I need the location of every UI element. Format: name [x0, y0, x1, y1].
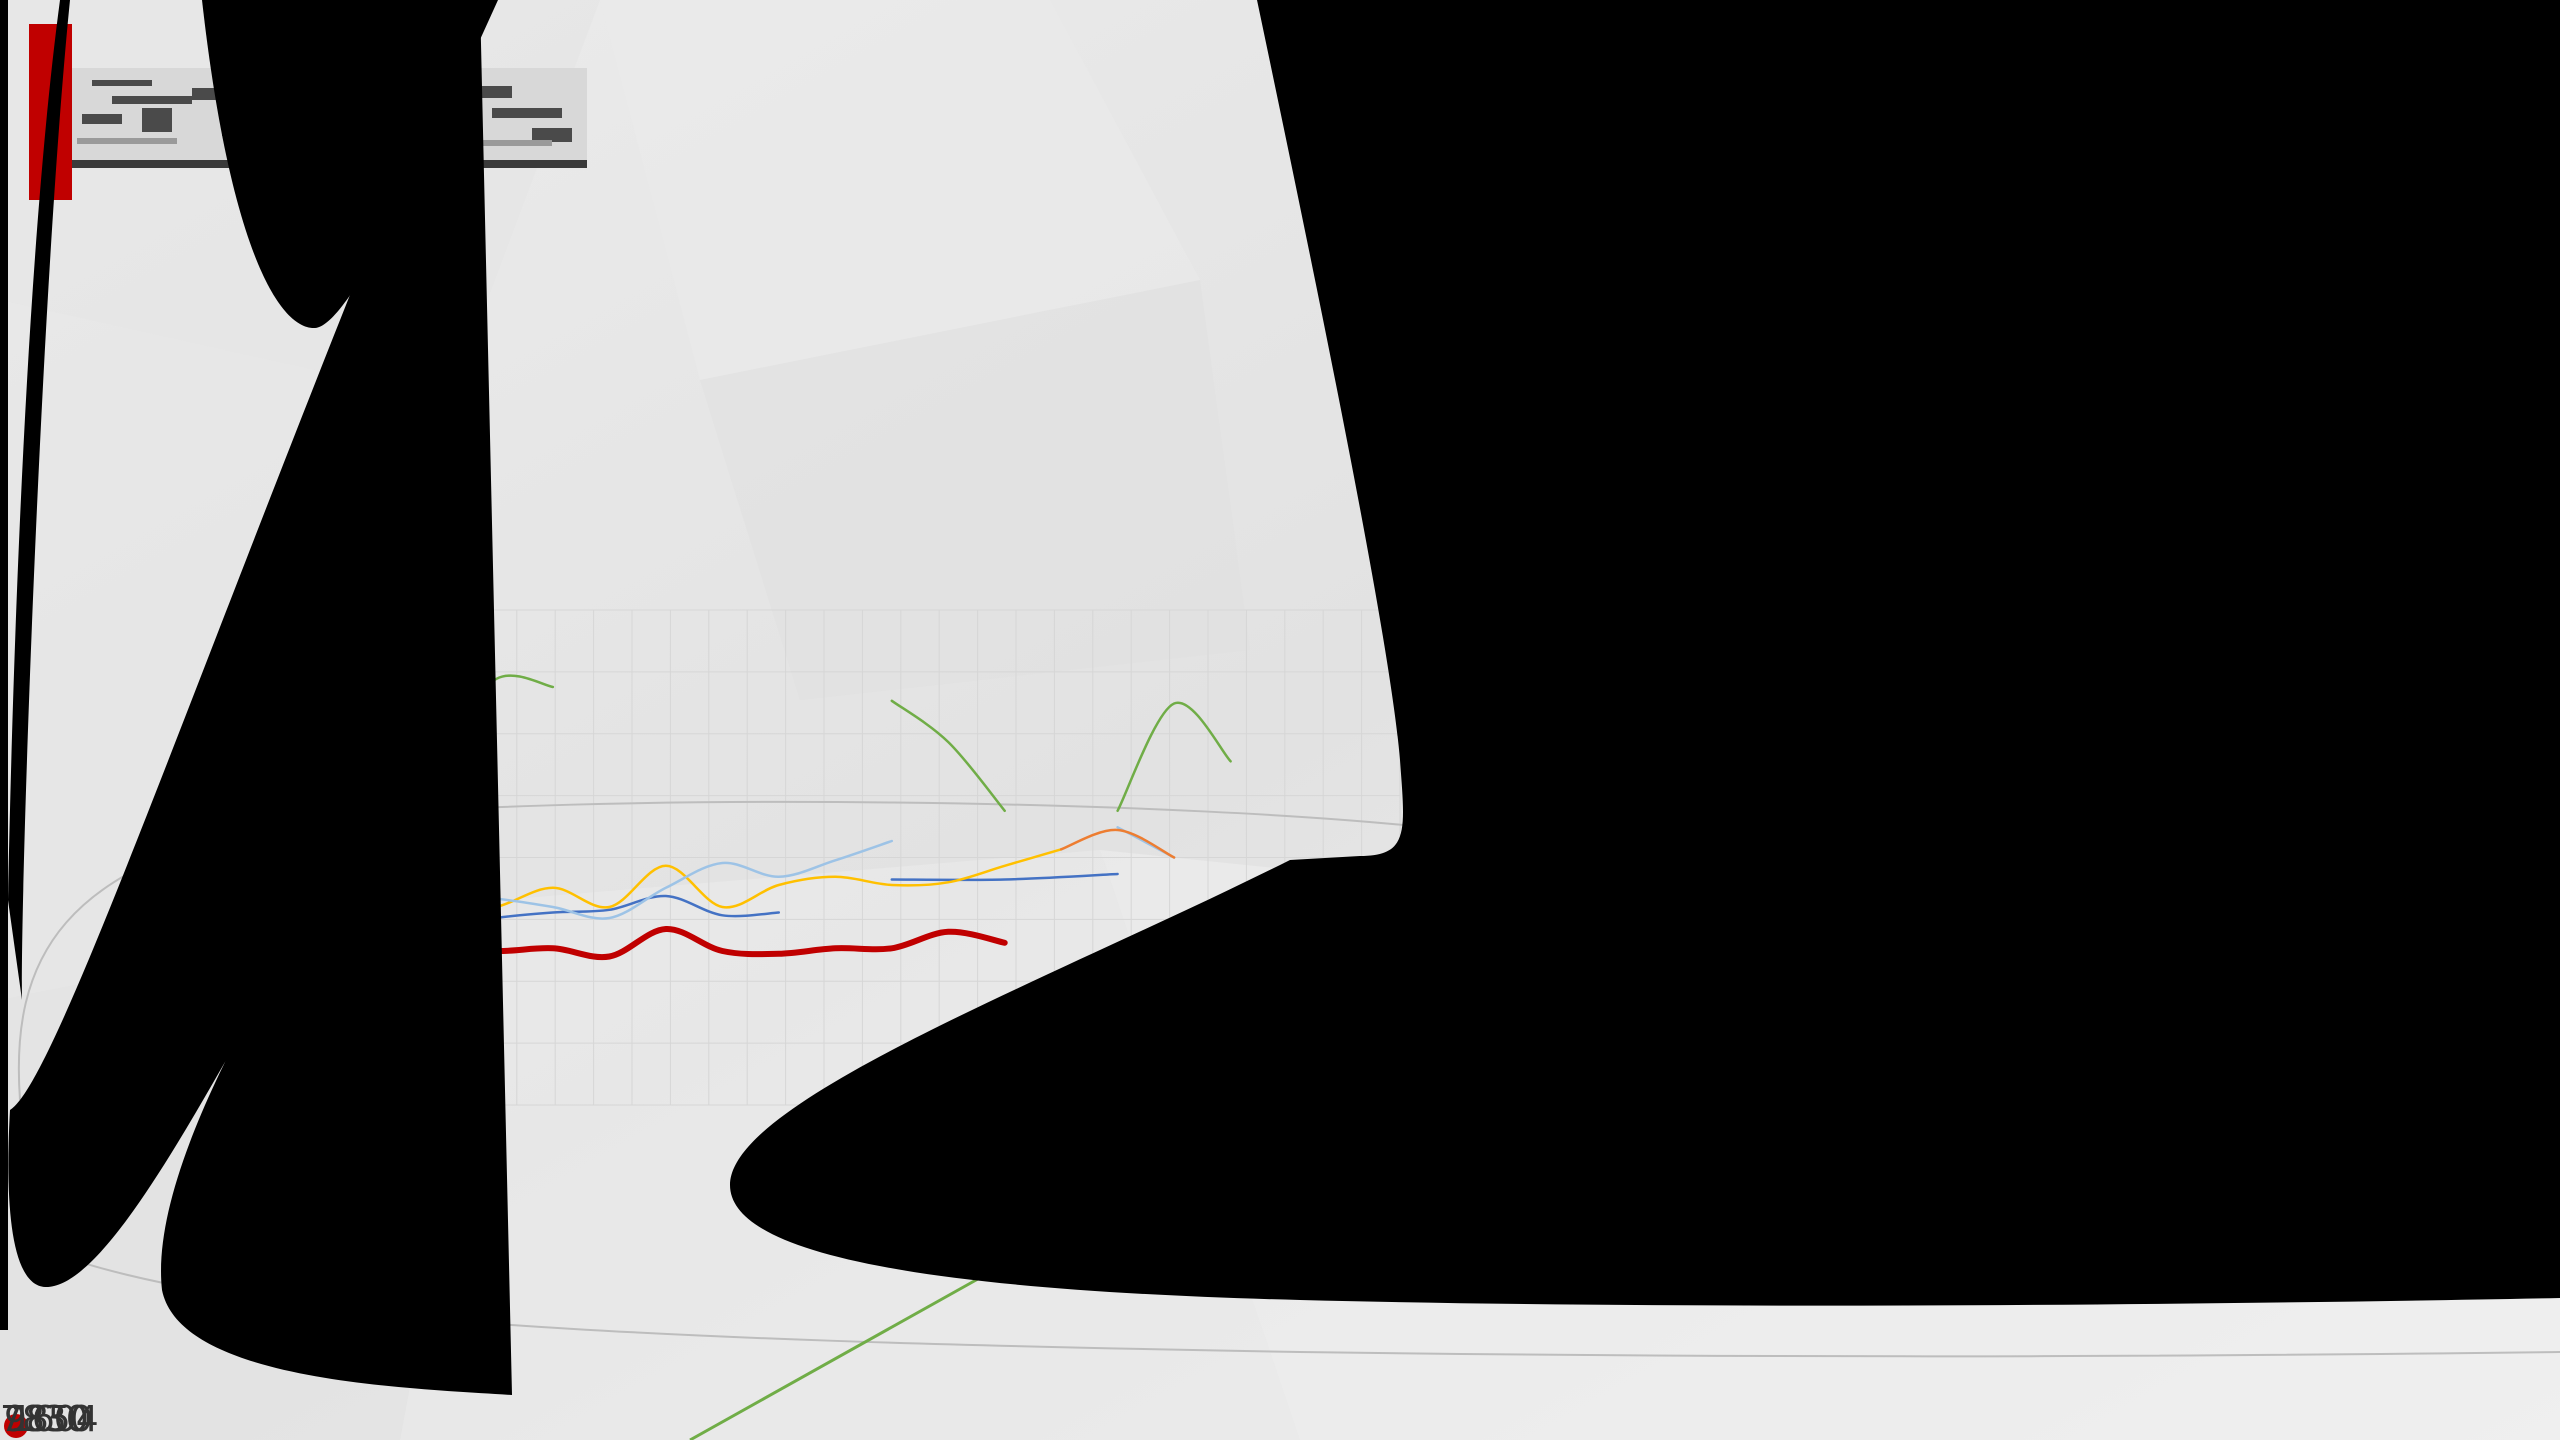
- title-image: [72, 68, 587, 168]
- counter-value-1: 7830: [0, 1399, 89, 1440]
- series-line-1: [437, 926, 1008, 961]
- series-line-8: [438, 674, 555, 749]
- counter-dot: [4, 1414, 28, 1438]
- series-line-10: [1116, 701, 1232, 813]
- series-line-7: [1059, 828, 1176, 859]
- chart-guides: [17, 800, 2560, 1440]
- counter-value-2: 9850: [4, 1399, 93, 1440]
- counter-value-3: 1604: [10, 1399, 99, 1440]
- series-line-2: [438, 894, 781, 931]
- series-line-9: [890, 699, 1006, 813]
- chart-grid: [439, 609, 1401, 1106]
- series-line-4: [438, 848, 1063, 917]
- guide-arc-lower: [19, 1239, 2560, 1358]
- title-accent-bar: [29, 24, 72, 200]
- chart-series: [437, 674, 1232, 961]
- series-line-3: [890, 872, 1119, 882]
- guide-diagonal: [689, 1273, 986, 1440]
